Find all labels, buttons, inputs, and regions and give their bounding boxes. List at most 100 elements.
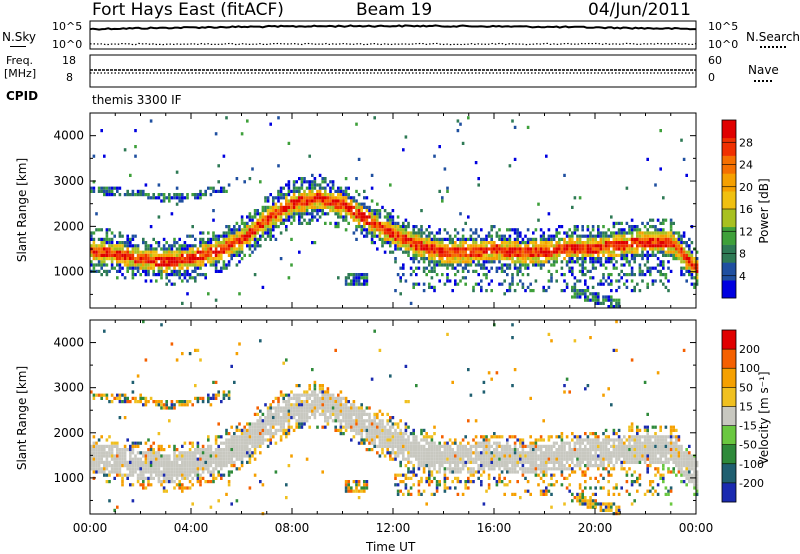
heatmap-cell <box>230 253 233 257</box>
heatmap-cell <box>662 250 665 254</box>
heatmap-cell <box>194 384 197 388</box>
heatmap-cell <box>261 441 265 445</box>
heatmap-cell <box>308 193 311 197</box>
heatmap-cell <box>95 444 98 448</box>
heatmap-cell <box>563 241 566 245</box>
heatmap-cell <box>591 244 595 248</box>
heatmap-cell <box>152 253 155 257</box>
heatmap-cell <box>620 250 623 254</box>
heatmap-cell <box>290 403 293 407</box>
heatmap-cell <box>217 499 220 503</box>
heatmap-cell <box>100 457 103 461</box>
heatmap-cell <box>152 451 155 455</box>
heatmap-cell <box>672 237 675 241</box>
heatmap-cell <box>373 438 376 442</box>
heatmap-cell <box>516 234 519 238</box>
heatmap-cell <box>542 244 545 248</box>
heatmap-cell <box>123 253 127 257</box>
heatmap-cell <box>537 454 540 458</box>
heatmap-cell <box>659 221 662 225</box>
heatmap-cell <box>391 241 395 245</box>
heatmap-cell <box>173 244 176 248</box>
heatmap-cell <box>656 218 660 222</box>
heatmap-cell <box>157 266 161 270</box>
heatmap-cell <box>521 448 525 452</box>
heatmap-cell <box>461 460 465 464</box>
heatmap-cell <box>422 467 426 471</box>
heatmap-cell <box>490 454 493 458</box>
heatmap-cell <box>386 237 389 241</box>
heatmap-cell <box>448 279 452 283</box>
heatmap-cell <box>144 193 148 197</box>
heatmap-cell <box>511 250 514 254</box>
heatmap-cell <box>422 244 426 248</box>
heatmap-cell <box>131 396 135 400</box>
heatmap-cell <box>188 448 192 452</box>
heatmap-cell <box>300 215 304 219</box>
heatmap-cell <box>142 473 145 477</box>
heatmap-cell <box>495 444 499 448</box>
heatmap-cell <box>368 221 371 225</box>
heatmap-cell <box>282 393 285 397</box>
heatmap-cell <box>625 244 629 248</box>
heatmap-cell <box>235 234 239 238</box>
heatmap-cell <box>134 266 137 270</box>
heatmap-cell <box>485 234 488 238</box>
heatmap-cell <box>105 253 109 257</box>
heatmap-cell <box>118 400 122 404</box>
heatmap-cell <box>682 231 686 235</box>
heatmap-cell <box>142 189 145 193</box>
heatmap-cell <box>493 225 496 229</box>
heatmap-cell <box>472 231 475 235</box>
heatmap-cell <box>500 457 504 461</box>
heatmap-cell <box>394 435 397 439</box>
heatmap-cell <box>113 396 116 400</box>
heatmap-cell <box>331 205 335 209</box>
heatmap-cell <box>433 460 436 464</box>
heatmap-cell <box>412 483 415 487</box>
heatmap-cell <box>116 396 119 400</box>
heatmap-cell <box>339 202 343 206</box>
heatmap-cell <box>357 483 361 487</box>
heatmap-cell <box>103 448 106 452</box>
heatmap-cell <box>381 228 384 232</box>
heatmap-cell <box>576 244 579 248</box>
heatmap-cell <box>493 457 496 461</box>
heatmap-cell <box>292 205 296 209</box>
heatmap-cell <box>194 448 197 452</box>
heatmap-cell <box>373 416 376 420</box>
heatmap-cell <box>630 289 634 293</box>
heatmap-cell <box>454 250 457 254</box>
heatmap-cell <box>474 454 478 458</box>
heatmap-cell <box>537 444 540 448</box>
heatmap-cell <box>441 257 444 261</box>
heatmap-cell <box>222 234 226 238</box>
heatmap-cell <box>207 470 210 474</box>
heatmap-cell <box>139 483 142 487</box>
heatmap-cell <box>108 186 111 190</box>
station-title: Fort Hays East (fitACF) <box>92 0 284 20</box>
heatmap-cell <box>542 419 545 423</box>
heatmap-cell <box>290 396 293 400</box>
heatmap-cell <box>612 234 616 238</box>
heatmap-cell <box>287 276 291 280</box>
heatmap-cell <box>625 253 629 257</box>
heatmap-cell <box>110 454 114 458</box>
heatmap-cell <box>266 428 270 432</box>
heatmap-cell <box>638 228 642 232</box>
heatmap-cell <box>331 400 335 404</box>
heatmap-cell <box>480 247 483 251</box>
heatmap-cell <box>251 231 254 235</box>
heatmap-cell <box>409 234 413 238</box>
heatmap-cell <box>162 460 166 464</box>
heatmap-cell <box>100 247 103 251</box>
heatmap-cell <box>438 279 441 283</box>
heatmap-cell <box>420 492 423 496</box>
heatmap-cell <box>571 247 574 251</box>
heatmap-cell <box>500 253 504 257</box>
heatmap-cell <box>513 464 517 468</box>
heatmap-cell <box>300 193 304 197</box>
heatmap-cell <box>220 266 223 270</box>
heatmap-cell <box>305 403 309 407</box>
heatmap-cell <box>435 470 439 474</box>
